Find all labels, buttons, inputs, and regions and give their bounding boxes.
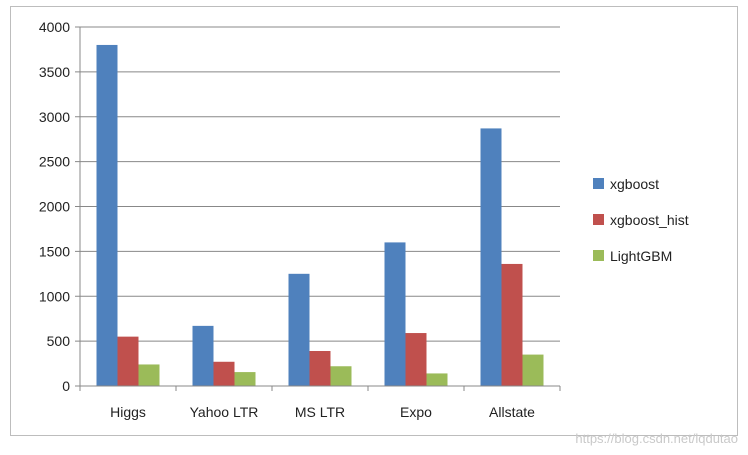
y-tick-label: 2000 — [39, 199, 70, 215]
y-tick-labels: 0 500 1000 1500 2000 2500 3000 3500 4000 — [39, 19, 70, 394]
legend: xgboost xgboost_hist LightGBM — [593, 176, 689, 264]
bar-lightgbm-ms-ltr — [330, 366, 352, 386]
y-tick-label: 500 — [47, 333, 71, 349]
x-tick-label: Expo — [400, 404, 432, 420]
axes — [75, 26, 561, 391]
bar-xgboost-ms-ltr — [288, 273, 310, 386]
bar-xgboost-allstate — [480, 128, 502, 387]
legend-label: xgboost_hist — [610, 212, 689, 228]
y-tick-label: 0 — [62, 378, 70, 394]
y-tick-label: 3000 — [39, 109, 70, 125]
x-tick-label: MS LTR — [295, 404, 345, 420]
y-tick-label: 2500 — [39, 154, 70, 170]
bar-xgboost-higgs — [96, 44, 118, 386]
legend-label: xgboost — [610, 176, 659, 192]
x-tick-labels: Higgs Yahoo LTR MS LTR Expo Allstate — [110, 404, 535, 420]
watermark-text: https://blog.csdn.net/lqdutao — [575, 431, 738, 446]
y-tick-label: 4000 — [39, 19, 70, 35]
legend-swatch — [593, 178, 604, 189]
bar-lightgbm-allstate — [522, 354, 544, 386]
bars — [96, 44, 544, 387]
bar-xgboost-hist-yahoo-ltr — [213, 361, 235, 386]
x-tick-label: Allstate — [489, 404, 535, 420]
bar-lightgbm-higgs — [138, 364, 160, 386]
legend-label: LightGBM — [610, 248, 672, 264]
x-tick-label: Higgs — [110, 404, 146, 420]
y-tick-label: 1000 — [39, 288, 70, 304]
legend-swatch — [593, 250, 604, 261]
bar-xgboost-hist-higgs — [117, 336, 139, 386]
bar-lightgbm-yahoo-ltr — [234, 372, 256, 386]
bar-xgboost-expo — [384, 242, 406, 386]
bar-xgboost-hist-expo — [405, 333, 427, 386]
bar-xgboost-yahoo-ltr — [192, 325, 214, 386]
legend-swatch — [593, 214, 604, 225]
bar-xgboost-hist-allstate — [501, 263, 523, 386]
gridlines — [80, 26, 560, 342]
x-tick-label: Yahoo LTR — [190, 404, 259, 420]
bar-xgboost-hist-ms-ltr — [309, 350, 331, 386]
y-tick-label: 1500 — [39, 243, 70, 259]
bar-lightgbm-expo — [426, 373, 448, 386]
y-tick-label: 3500 — [39, 64, 70, 80]
